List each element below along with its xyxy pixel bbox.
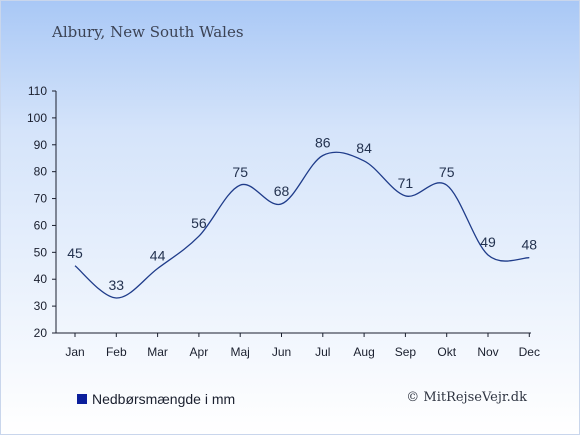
x-tick-label: Nov bbox=[477, 345, 498, 359]
data-point bbox=[156, 267, 159, 270]
data-label: 48 bbox=[522, 237, 538, 253]
x-tick-label: Jun bbox=[272, 345, 291, 359]
data-point bbox=[487, 254, 490, 257]
x-tick-label: Maj bbox=[231, 345, 250, 359]
data-label: 44 bbox=[150, 247, 166, 263]
y-tick-label: 60 bbox=[34, 218, 48, 232]
data-point bbox=[280, 202, 283, 205]
data-point bbox=[363, 159, 366, 162]
data-label: 75 bbox=[439, 164, 455, 180]
y-tick-label: 70 bbox=[34, 192, 48, 206]
data-label: 71 bbox=[398, 175, 414, 191]
x-tick-label: Mar bbox=[147, 345, 168, 359]
data-point bbox=[321, 154, 324, 157]
y-tick-label: 80 bbox=[34, 165, 48, 179]
x-tick-label: Okt bbox=[437, 345, 456, 359]
data-label: 45 bbox=[67, 245, 83, 261]
y-tick-label: 50 bbox=[34, 245, 48, 259]
site-credit: © MitRejseVejr.dk bbox=[406, 390, 527, 405]
data-label: 86 bbox=[315, 135, 331, 151]
x-tick-label: Jan bbox=[65, 345, 84, 359]
y-tick-label: 100 bbox=[27, 111, 47, 125]
y-tick-label: 110 bbox=[28, 84, 47, 98]
data-label: 49 bbox=[480, 234, 496, 250]
data-point bbox=[445, 184, 448, 187]
legend-swatch bbox=[77, 394, 87, 404]
x-tick-label: Dec bbox=[519, 345, 540, 359]
place-title: Albury, New South Wales bbox=[52, 23, 244, 41]
data-label: 84 bbox=[356, 140, 372, 156]
data-point bbox=[74, 264, 77, 267]
x-tick-label: Feb bbox=[106, 345, 127, 359]
legend-label: Nedbørsmængde i mm bbox=[92, 391, 236, 407]
legend: Nedbørsmængde i mm bbox=[77, 391, 235, 407]
data-point bbox=[197, 235, 200, 238]
x-tick-label: Jul bbox=[315, 345, 330, 359]
data-label: 56 bbox=[191, 215, 207, 231]
x-tick-label: Aug bbox=[353, 345, 374, 359]
data-label: 75 bbox=[232, 164, 248, 180]
data-label: 33 bbox=[109, 277, 125, 293]
y-tick-label: 20 bbox=[34, 326, 48, 340]
data-point bbox=[404, 194, 407, 197]
precipitation-line bbox=[74, 151, 530, 299]
data-point bbox=[115, 297, 118, 300]
x-tick-label: Sep bbox=[395, 345, 417, 359]
data-point bbox=[239, 184, 242, 187]
y-tick-label: 90 bbox=[34, 138, 48, 152]
data-point bbox=[528, 256, 531, 259]
data-label: 68 bbox=[274, 183, 290, 199]
y-tick-label: 30 bbox=[34, 299, 48, 313]
y-tick-label: 40 bbox=[34, 272, 48, 286]
x-tick-label: Apr bbox=[190, 345, 209, 359]
